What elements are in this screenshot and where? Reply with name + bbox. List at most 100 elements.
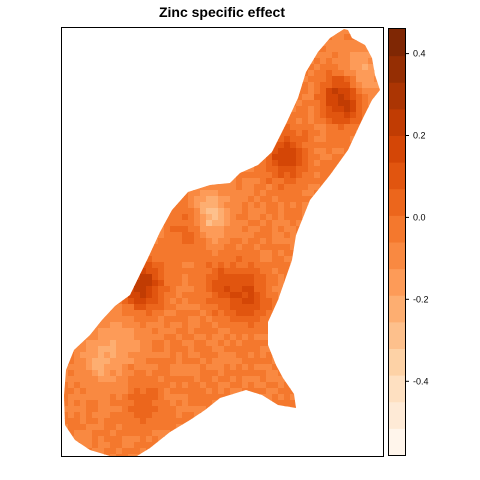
heat-cell xyxy=(170,46,177,53)
heat-cell xyxy=(110,298,117,305)
heat-cell xyxy=(152,196,159,203)
heat-cell xyxy=(236,292,243,299)
heat-cell xyxy=(212,400,219,407)
heat-cell xyxy=(116,418,123,425)
heat-cell xyxy=(134,400,141,407)
heat-cell xyxy=(344,388,351,395)
heat-cell xyxy=(212,328,219,335)
heat-cell xyxy=(338,100,345,107)
heat-cell xyxy=(110,160,117,167)
heat-cell xyxy=(188,370,195,377)
heat-cell xyxy=(260,40,267,47)
heat-cell xyxy=(212,274,219,281)
heat-cell xyxy=(218,172,225,179)
heat-cell xyxy=(356,34,363,41)
heat-cell xyxy=(170,280,177,287)
heat-cell xyxy=(230,70,237,77)
heat-cell xyxy=(242,286,249,293)
heat-cell xyxy=(188,154,195,161)
heat-cell xyxy=(140,82,147,89)
heat-cell xyxy=(368,394,375,401)
heat-cell xyxy=(326,256,333,263)
heat-cell xyxy=(242,328,249,335)
heat-cell xyxy=(290,364,297,371)
heat-cell xyxy=(320,52,327,59)
heat-cell xyxy=(128,142,135,149)
heat-cell xyxy=(368,148,375,155)
colorbar-segment xyxy=(389,29,405,57)
heat-cell xyxy=(356,346,363,353)
heat-cell xyxy=(98,448,105,455)
heat-cell xyxy=(170,208,177,215)
heat-cell xyxy=(272,94,279,101)
heat-cell xyxy=(188,376,195,383)
heat-cell xyxy=(326,274,333,281)
heat-cell xyxy=(170,424,177,431)
heat-cell xyxy=(224,190,231,197)
heat-cell xyxy=(278,334,285,341)
heat-cell xyxy=(290,430,297,437)
heat-cell xyxy=(80,280,87,287)
heat-cell xyxy=(284,346,291,353)
heat-cell xyxy=(236,58,243,65)
heat-cell xyxy=(206,226,213,233)
heat-cell xyxy=(146,322,153,329)
heat-cell xyxy=(86,340,93,347)
heat-cell xyxy=(284,106,291,113)
heat-cell xyxy=(176,118,183,125)
heat-cell xyxy=(302,262,309,269)
heat-cell xyxy=(116,64,123,71)
heat-cell xyxy=(182,76,189,83)
heat-cell xyxy=(80,106,87,113)
heat-cell xyxy=(134,442,141,449)
heat-cell xyxy=(374,136,380,143)
heat-cell xyxy=(314,400,321,407)
heat-cell xyxy=(64,232,69,239)
heat-cell xyxy=(146,29,153,35)
heat-cell xyxy=(308,124,315,131)
heat-cell xyxy=(194,388,201,395)
heat-cell xyxy=(338,286,345,293)
heat-cell xyxy=(224,29,231,35)
heat-cell xyxy=(98,334,105,341)
heat-cell xyxy=(218,280,225,287)
heat-cell xyxy=(290,190,297,197)
heat-cell xyxy=(320,178,327,185)
heat-cell xyxy=(116,202,123,209)
heat-cell xyxy=(200,118,207,125)
heat-cell xyxy=(374,166,380,173)
heat-cell xyxy=(230,388,237,395)
heat-cell xyxy=(290,202,297,209)
heat-cell xyxy=(278,268,285,275)
heat-cell xyxy=(278,418,285,425)
heat-cell xyxy=(152,172,159,179)
heat-cell xyxy=(152,424,159,431)
heat-cell xyxy=(350,406,357,413)
heat-cell xyxy=(338,418,345,425)
heat-cell xyxy=(320,400,327,407)
heat-cell xyxy=(110,130,117,137)
heat-cell xyxy=(266,430,273,437)
heat-cell xyxy=(98,388,105,395)
heat-cell xyxy=(152,454,159,456)
heat-cell xyxy=(296,268,303,275)
heat-cell xyxy=(278,280,285,287)
heat-cell xyxy=(80,364,87,371)
colorbar-ticks: -0.4-0.20.00.20.4 xyxy=(405,49,429,386)
heat-cell xyxy=(362,208,369,215)
heat-cell xyxy=(110,442,117,449)
heat-cell xyxy=(128,52,135,59)
heat-cell xyxy=(98,238,105,245)
heat-cell xyxy=(80,358,87,365)
heat-cell xyxy=(356,250,363,257)
heat-cell xyxy=(362,214,369,221)
heat-cell xyxy=(248,268,255,275)
heat-cell xyxy=(272,226,279,233)
heat-cell xyxy=(350,29,357,35)
heat-cell xyxy=(230,52,237,59)
heat-cell xyxy=(212,88,219,95)
heat-cell xyxy=(194,268,201,275)
heat-cell xyxy=(74,94,81,101)
heat-cell xyxy=(188,160,195,167)
heat-cell xyxy=(236,310,243,317)
